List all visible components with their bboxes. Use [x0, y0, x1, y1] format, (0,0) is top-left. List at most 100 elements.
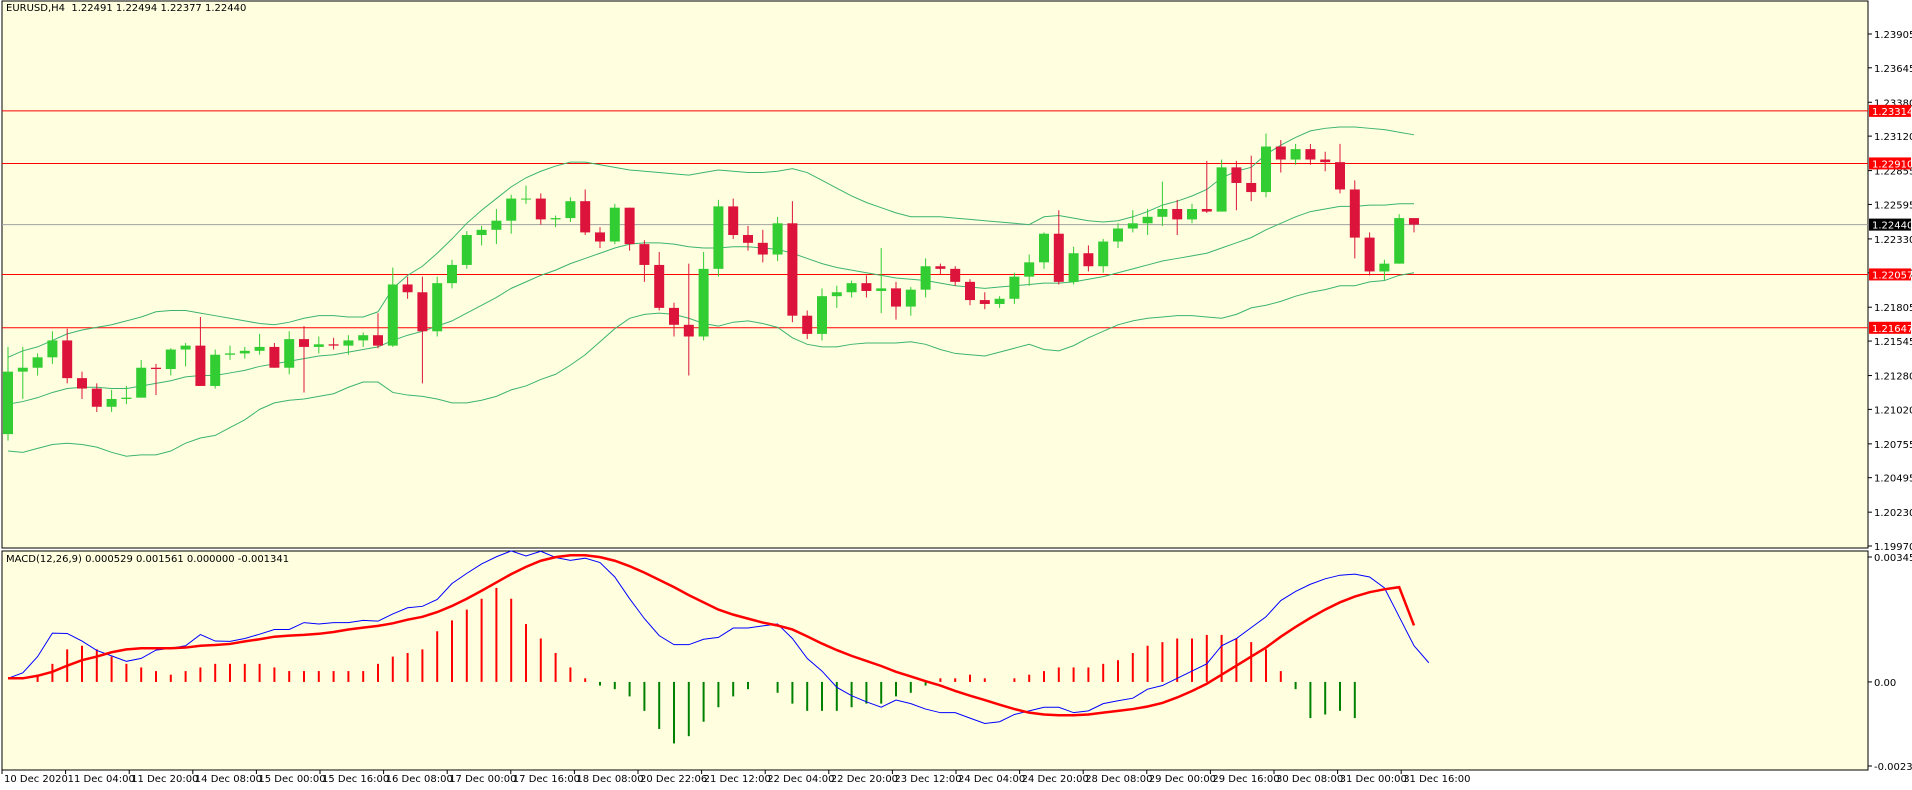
bear-candle[interactable] — [1172, 208, 1183, 220]
bull-candle[interactable] — [476, 229, 487, 236]
bull-candle[interactable] — [1394, 218, 1405, 264]
bull-candle[interactable] — [846, 283, 857, 293]
bear-candle[interactable] — [1335, 162, 1345, 190]
bull-candle[interactable] — [17, 367, 28, 372]
current-price-label: 1.22440 — [1872, 221, 1912, 232]
bear-candle[interactable] — [417, 292, 428, 332]
bull-candle[interactable] — [1113, 228, 1123, 242]
bear-candle[interactable] — [861, 283, 872, 291]
bull-candle[interactable] — [1068, 253, 1079, 282]
bear-candle[interactable] — [935, 266, 946, 269]
bull-candle[interactable] — [358, 335, 369, 341]
bear-candle[interactable] — [91, 388, 102, 407]
bull-candle[interactable] — [387, 284, 398, 346]
bull-candle[interactable] — [343, 340, 354, 346]
bull-candle[interactable] — [1157, 208, 1168, 217]
bull-candle[interactable] — [772, 223, 783, 255]
bull-candle[interactable] — [165, 349, 176, 370]
bear-candle[interactable] — [683, 324, 694, 337]
bull-candle[interactable] — [920, 266, 931, 290]
bull-candle[interactable] — [817, 296, 827, 334]
bull-candle[interactable] — [698, 268, 709, 337]
bear-candle[interactable] — [639, 244, 650, 265]
bear-candle[interactable] — [195, 345, 206, 386]
bear-candle[interactable] — [787, 223, 798, 316]
bear-candle[interactable] — [269, 346, 280, 368]
bull-candle[interactable] — [136, 367, 147, 398]
bull-candle[interactable] — [905, 289, 916, 307]
bull-candle[interactable] — [1039, 233, 1049, 263]
bear-candle[interactable] — [965, 281, 975, 301]
bear-candle[interactable] — [891, 288, 901, 307]
bull-candle[interactable] — [994, 298, 1005, 304]
bull-candle[interactable] — [254, 346, 265, 351]
bear-candle[interactable] — [595, 232, 605, 242]
bear-candle[interactable] — [1246, 182, 1257, 193]
bull-candle[interactable] — [1290, 149, 1301, 160]
bull-candle[interactable] — [609, 207, 620, 242]
bull-candle[interactable] — [32, 357, 43, 368]
bear-candle[interactable] — [1320, 159, 1331, 163]
bear-candle[interactable] — [402, 284, 413, 293]
bear-candle[interactable] — [1083, 253, 1094, 267]
bull-candle[interactable] — [713, 206, 724, 269]
bull-candle[interactable] — [447, 264, 457, 284]
bull-candle[interactable] — [461, 235, 472, 265]
bear-candle[interactable] — [950, 268, 961, 282]
bear-candle[interactable] — [654, 264, 665, 308]
bull-candle[interactable] — [432, 283, 443, 332]
bull-candle[interactable] — [565, 201, 576, 219]
bull-candle[interactable] — [506, 198, 517, 221]
bear-candle[interactable] — [728, 206, 739, 236]
bull-candle[interactable] — [47, 340, 58, 358]
bear-candle[interactable] — [743, 235, 753, 243]
bear-candle[interactable] — [979, 300, 990, 304]
bull-candle[interactable] — [831, 292, 842, 297]
bull-candle[interactable] — [1127, 223, 1138, 229]
bull-candle[interactable] — [1379, 263, 1390, 272]
bull-candle[interactable] — [313, 344, 324, 347]
bull-candle[interactable] — [491, 220, 502, 230]
bull-candle[interactable] — [1024, 262, 1035, 277]
bear-candle[interactable] — [757, 242, 768, 255]
bull-candle[interactable] — [521, 198, 531, 200]
bull-candle[interactable] — [1009, 276, 1020, 299]
bull-candle[interactable] — [106, 398, 117, 407]
bear-candle[interactable] — [62, 340, 73, 379]
bull-candle[interactable] — [1098, 241, 1109, 267]
bull-candle[interactable] — [180, 345, 191, 350]
bull-candle[interactable] — [210, 354, 221, 386]
bear-candle[interactable] — [624, 207, 635, 245]
bear-candle[interactable] — [1201, 208, 1212, 212]
bear-candle[interactable] — [1275, 146, 1286, 160]
bear-candle[interactable] — [1349, 189, 1360, 238]
bull-candle[interactable] — [225, 353, 235, 355]
bull-candle[interactable] — [284, 339, 295, 368]
bull-candle[interactable] — [239, 350, 250, 354]
x-tick-label: 29 Dec 00:00 — [1149, 774, 1216, 785]
bull-candle[interactable] — [550, 218, 561, 220]
bear-candle[interactable] — [299, 339, 309, 347]
bear-candle[interactable] — [328, 344, 339, 346]
x-tick-label: 14 Dec 08:00 — [195, 774, 262, 785]
bear-candle[interactable] — [77, 378, 87, 389]
bull-candle[interactable] — [3, 371, 13, 435]
bull-candle[interactable] — [1216, 167, 1227, 212]
bull-candle[interactable] — [1142, 216, 1153, 224]
bear-candle[interactable] — [802, 315, 813, 334]
bear-candle[interactable] — [1409, 218, 1419, 225]
bear-candle[interactable] — [373, 335, 383, 346]
bear-candle[interactable] — [1053, 233, 1064, 282]
bear-candle[interactable] — [580, 201, 591, 233]
bull-candle[interactable] — [121, 397, 132, 399]
bear-candle[interactable] — [151, 367, 161, 370]
bull-candle[interactable] — [876, 288, 887, 291]
bear-candle[interactable] — [1305, 149, 1316, 160]
bull-candle[interactable] — [1187, 208, 1197, 220]
bear-candle[interactable] — [1364, 237, 1375, 272]
bear-candle[interactable] — [669, 307, 679, 325]
bear-candle[interactable] — [535, 198, 546, 220]
bear-candle[interactable] — [1231, 167, 1242, 183]
bull-candle[interactable] — [1261, 146, 1271, 193]
